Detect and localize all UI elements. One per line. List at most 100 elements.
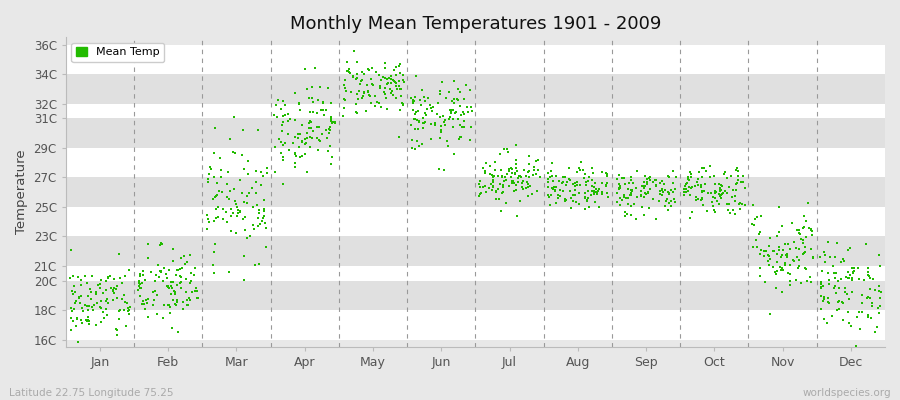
Point [362,92,376,98]
Point [378,85,392,92]
Point [730,180,744,186]
Point [589,198,603,205]
Point [827,285,842,292]
Point [223,188,238,194]
Point [589,188,603,195]
Point [298,136,312,142]
Point [63,304,77,311]
Point [148,272,163,278]
Point [120,299,134,306]
Point [138,276,152,283]
Point [518,184,533,191]
Point [585,183,599,190]
Point [64,247,78,254]
Point [248,262,262,268]
Point [828,254,842,260]
Point [274,138,288,145]
Point [444,110,458,116]
Point [563,205,578,212]
Point [446,124,461,130]
Point [752,272,767,279]
Point [318,112,332,118]
Point [717,187,732,194]
Point [822,277,836,283]
Point [623,192,637,198]
Point [576,166,590,173]
Text: Latitude 22.75 Longitude 75.25: Latitude 22.75 Longitude 75.25 [9,388,174,398]
Point [302,134,317,140]
Point [374,104,388,110]
Point [861,294,876,300]
Point [624,187,638,194]
Point [579,178,593,185]
Point [67,306,81,312]
Point [82,321,96,328]
Point [725,194,740,200]
Point [599,171,614,177]
Point [489,188,503,195]
Point [817,258,832,265]
Point [698,181,712,188]
Point [95,309,110,315]
Point [122,310,136,317]
Point [599,173,614,180]
Point [715,190,729,197]
Point [393,70,408,76]
Point [276,113,291,119]
Point [783,246,797,252]
Point [219,208,233,215]
Point [723,210,737,216]
Point [781,240,796,247]
Point [654,187,669,194]
Point [797,248,812,255]
Point [796,224,811,230]
Point [872,288,886,294]
Point [324,160,338,167]
Legend: Mean Temp: Mean Temp [71,43,164,62]
Point [90,300,104,306]
Point [869,324,884,330]
Point [81,307,95,314]
Point [543,194,557,200]
Point [498,174,512,180]
Point [302,144,317,150]
Point [353,81,367,87]
Point [206,174,220,180]
Point [590,191,604,198]
Point [421,95,436,101]
Point [747,221,761,228]
Point [514,174,528,180]
Point [482,185,497,191]
Point [302,120,317,126]
Point [842,269,856,275]
Point [758,279,772,285]
Point [440,138,454,144]
Point [310,110,324,116]
Point [384,88,399,94]
Point [424,136,438,142]
Point [521,169,535,175]
Point [708,189,723,195]
Point [115,296,130,302]
Point [616,194,631,200]
Point [350,110,365,116]
Point [609,190,624,196]
Point [110,283,124,289]
Point [618,181,633,188]
Point [220,181,235,187]
Point [734,200,749,207]
Point [94,298,108,304]
Point [695,165,709,171]
Point [845,265,859,272]
Point [259,244,274,250]
Point [609,198,624,205]
Point [530,188,544,194]
Point [585,165,599,172]
Point [842,272,857,278]
Point [794,280,808,286]
Point [227,114,241,121]
Point [474,190,489,196]
Point [209,215,223,221]
Point [135,280,149,286]
Point [162,302,176,308]
